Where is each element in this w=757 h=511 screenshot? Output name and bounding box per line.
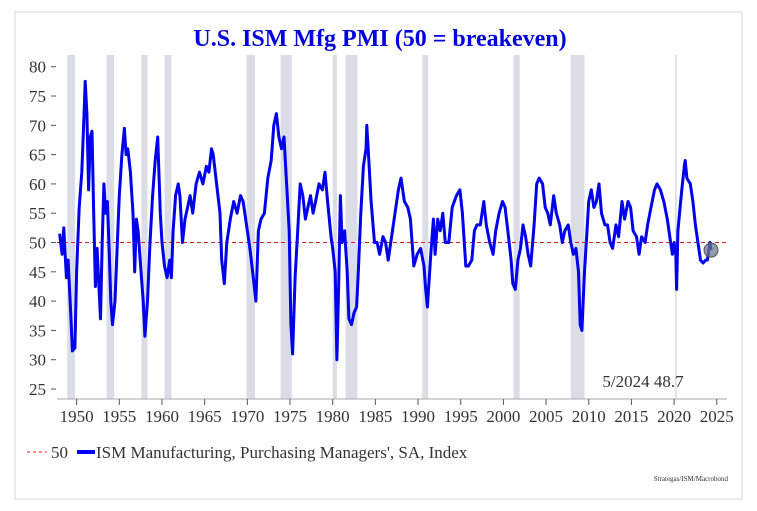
x-tick-label: 1965	[188, 407, 222, 426]
y-tick-label: 45	[29, 263, 46, 282]
x-tick-label: 2000	[486, 407, 520, 426]
y-tick-label: 25	[29, 380, 46, 399]
ism-pmi-series-line	[58, 79, 713, 362]
recession-band	[67, 55, 75, 399]
y-tick-label: 30	[29, 351, 46, 370]
recession-bands	[67, 55, 677, 399]
y-tick-label: 65	[29, 146, 46, 165]
recession-band	[513, 55, 520, 399]
y-axis: 25 30 35 40 45 50 55 60 65 70 75 80	[29, 58, 56, 399]
recession-band	[674, 55, 677, 399]
y-tick-label: 40	[29, 292, 46, 311]
x-tick-label: 1950	[60, 407, 94, 426]
x-tick-label: 1955	[102, 407, 136, 426]
x-tick-label: 1960	[145, 407, 179, 426]
legend-series-label: ISM Manufacturing, Purchasing Managers',…	[96, 443, 468, 462]
y-tick-label: 60	[29, 175, 46, 194]
recession-band	[422, 55, 429, 399]
recession-band	[345, 55, 358, 399]
chart-title: U.S. ISM Mfg PMI (50 = breakeven)	[193, 26, 566, 52]
y-tick-label: 35	[29, 321, 46, 340]
recession-band	[280, 55, 292, 399]
recession-band	[141, 55, 148, 399]
y-tick-label: 55	[29, 204, 46, 223]
y-tick-label: 70	[29, 116, 46, 135]
x-tick-label: 2015	[614, 407, 648, 426]
latest-value-marker	[703, 242, 719, 258]
x-axis: 1950 1955 1960 1965 1970 1975 1980 1985 1990 1995…	[57, 398, 734, 426]
x-tick-label: 1985	[358, 407, 392, 426]
x-tick-label: 1970	[230, 407, 264, 426]
x-tick-label: 1995	[444, 407, 478, 426]
recession-band	[164, 55, 172, 399]
x-tick-label: 1975	[273, 407, 307, 426]
x-tick-label: 2020	[657, 407, 691, 426]
legend: 50 ISM Manufacturing, Purchasing Manager…	[27, 443, 468, 462]
x-tick-label: 1980	[316, 407, 350, 426]
x-tick-label: 1990	[401, 407, 435, 426]
recession-band	[246, 55, 256, 399]
x-tick-label: 2025	[700, 407, 734, 426]
legend-ref-label: 50	[51, 443, 68, 462]
latest-value-annotation: 5/2024 48.7	[602, 372, 684, 391]
source-note: Strategas/ISM/Macrobond	[654, 475, 729, 483]
y-tick-label: 50	[29, 234, 46, 253]
recession-band	[570, 55, 585, 399]
x-tick-label: 2005	[529, 407, 563, 426]
recession-band	[332, 55, 337, 399]
x-tick-label: 2010	[572, 407, 606, 426]
recession-band	[106, 55, 115, 399]
y-tick-label: 75	[29, 87, 46, 106]
y-tick-label: 80	[29, 58, 46, 77]
